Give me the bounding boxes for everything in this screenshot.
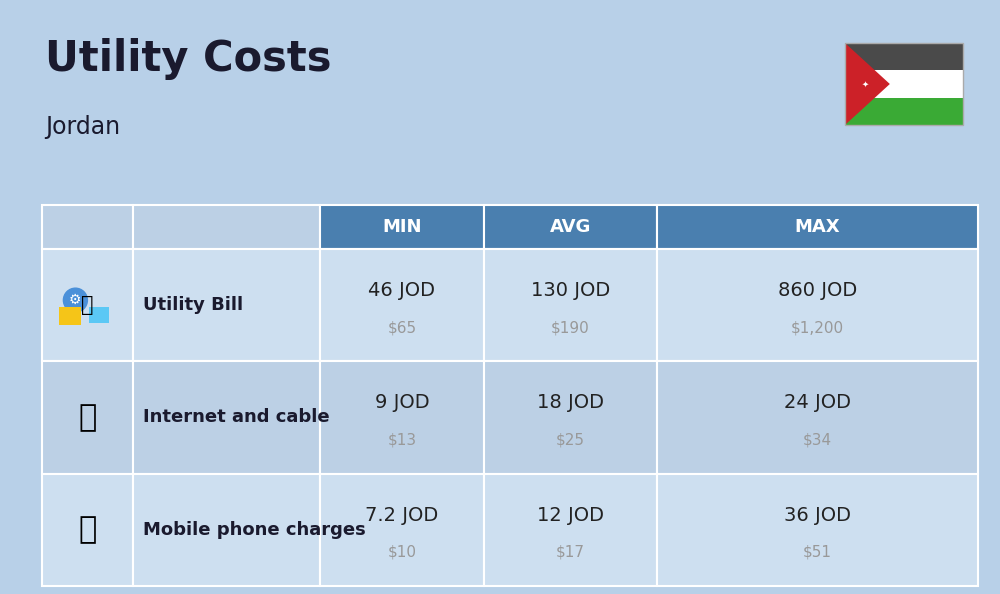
Bar [657,361,978,473]
Bar [133,361,320,473]
Text: MAX: MAX [795,218,840,236]
Text: $10: $10 [387,545,416,560]
Text: 24 JOD: 24 JOD [784,393,851,412]
Polygon shape [845,43,890,125]
Text: ⚙: ⚙ [69,293,82,307]
Text: Utility Costs: Utility Costs [45,38,332,80]
Text: $13: $13 [387,432,416,447]
Text: Internet and cable: Internet and cable [143,409,329,426]
Text: Mobile phone charges: Mobile phone charges [143,521,366,539]
Bar [484,473,657,586]
Text: 📡: 📡 [78,403,97,432]
Bar [657,249,978,361]
Text: AVG: AVG [550,218,591,236]
Text: 7.2 JOD: 7.2 JOD [365,505,439,525]
Text: 36 JOD: 36 JOD [784,505,851,525]
Bar [133,473,320,586]
Text: Utility Bill: Utility Bill [143,296,243,314]
Text: 12 JOD: 12 JOD [537,505,604,525]
Text: $34: $34 [803,432,832,447]
Text: 🔌: 🔌 [81,295,94,315]
Bar [42,205,133,249]
Bar [42,361,133,473]
Circle shape [63,288,87,312]
Bar [133,205,320,249]
Bar [484,361,657,473]
Text: 130 JOD: 130 JOD [531,281,610,300]
Bar [484,249,657,361]
Bar [657,473,978,586]
Text: MIN: MIN [382,218,422,236]
Bar [484,205,657,249]
Bar [320,205,484,249]
Text: $190: $190 [551,320,590,335]
Bar [845,70,963,97]
Bar [657,205,978,249]
Text: $51: $51 [803,545,832,560]
Bar [42,249,133,361]
Text: 📱: 📱 [78,516,97,544]
Bar [320,473,484,586]
Text: 860 JOD: 860 JOD [778,281,857,300]
Text: $25: $25 [556,432,585,447]
Bar [845,43,963,125]
Bar [845,97,963,125]
Bar [42,473,133,586]
Text: 46 JOD: 46 JOD [368,281,435,300]
Bar [89,307,109,323]
Bar [845,43,963,70]
Bar [320,249,484,361]
Bar [133,249,320,361]
Text: 18 JOD: 18 JOD [537,393,604,412]
Text: $65: $65 [387,320,416,335]
Text: Jordan: Jordan [45,115,120,139]
Text: $1,200: $1,200 [791,320,844,335]
Bar [59,307,81,325]
Bar [320,361,484,473]
Text: ✦: ✦ [862,80,869,89]
Text: 9 JOD: 9 JOD [375,393,429,412]
Text: $17: $17 [556,545,585,560]
